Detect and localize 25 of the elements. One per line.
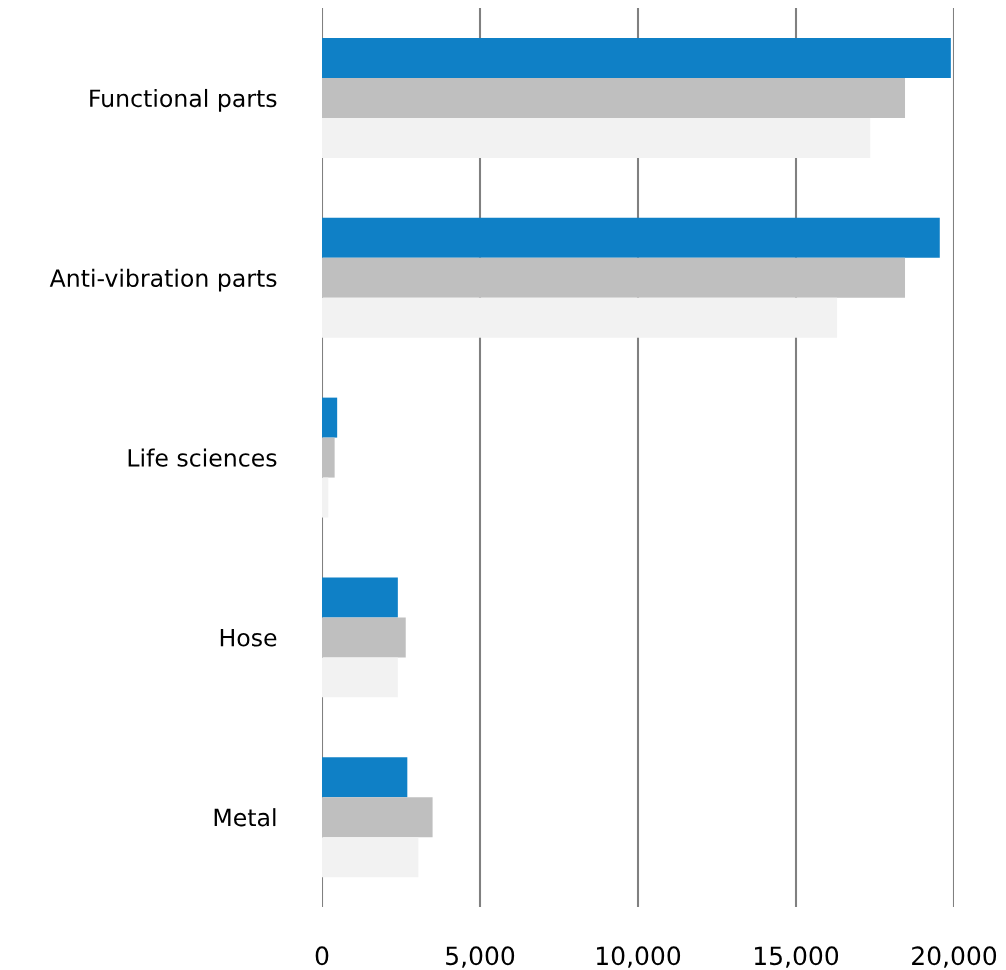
- bar: [322, 117, 871, 158]
- bar: [322, 657, 398, 698]
- bar: [322, 38, 951, 78]
- y-tick-label: Functional parts: [90, 88, 277, 112]
- x-tick-label: 0: [315, 946, 329, 966]
- y-tick-label: Anti-vibration parts: [49, 268, 277, 292]
- bar: [322, 297, 838, 338]
- x-tick-label: 10,000: [597, 946, 681, 968]
- bar: [322, 78, 906, 118]
- x-tick-label: 5,000: [446, 946, 515, 968]
- bar: [322, 217, 940, 258]
- bar: [322, 257, 906, 298]
- bar: [322, 757, 408, 798]
- bar: [322, 577, 398, 618]
- y-tick-label: Hose: [220, 629, 277, 647]
- bar: [322, 437, 335, 478]
- y-tick-label: Metal: [214, 808, 276, 827]
- bar: [322, 837, 419, 878]
- bar: [322, 797, 433, 838]
- bar: [322, 477, 329, 518]
- bar: [322, 617, 406, 658]
- y-tick-label: Life sciences: [128, 448, 277, 467]
- x-tick-label: 20,000: [912, 946, 997, 968]
- x-tick-label: 15,000: [755, 946, 839, 968]
- bar: [322, 397, 338, 438]
